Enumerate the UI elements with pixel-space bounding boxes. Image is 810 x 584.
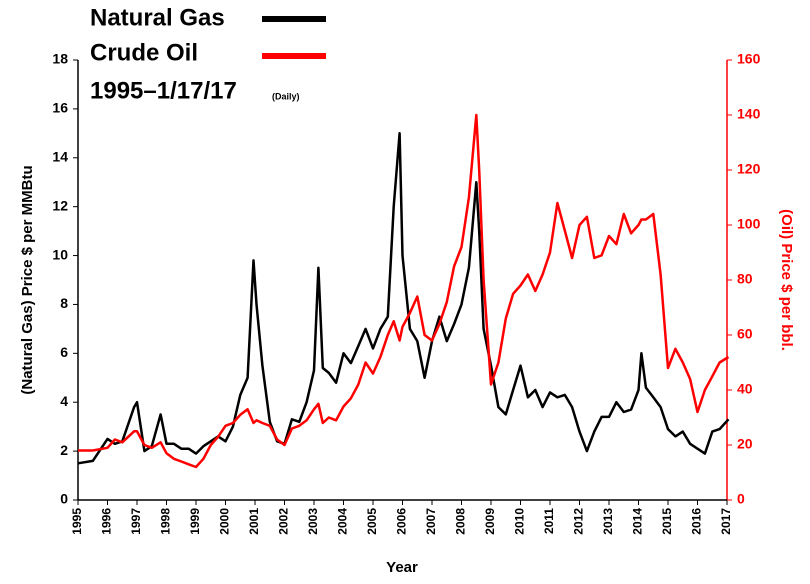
x-tick-label: 2008: [454, 508, 468, 535]
x-tick-label: 2017: [719, 508, 733, 535]
x-tick-label: 2004: [336, 508, 350, 535]
y-axis-label: (Natural Gas) Price $ per MMBtu: [19, 165, 36, 394]
y-tick-label: 16: [52, 100, 68, 116]
x-tick-label: 2016: [690, 508, 704, 535]
y2-tick-label: 0: [737, 491, 745, 507]
x-tick-label: 2000: [218, 508, 232, 535]
x-tick-label: 2006: [395, 508, 409, 535]
x-tick-label: 1996: [100, 508, 114, 535]
x-tick-label: 2011: [542, 508, 556, 534]
y2-tick-label: 120: [737, 161, 761, 177]
x-tick-label: 2015: [660, 508, 674, 535]
y2-tick-label: 140: [737, 106, 761, 122]
legend-label: Natural Gas: [90, 4, 225, 31]
line-series: [77, 132, 730, 465]
legend-label: Crude Oil: [90, 39, 198, 66]
y-tick-label: 2: [60, 442, 68, 458]
y2-tick-label: 40: [737, 381, 753, 397]
y-tick-label: 18: [52, 51, 68, 67]
x-tick-label: 2007: [424, 508, 438, 535]
y-tick-label: 8: [60, 295, 68, 311]
x-tick-label: 2001: [247, 508, 261, 535]
y-tick-label: 6: [60, 344, 68, 360]
y-tick-label: 12: [52, 197, 68, 213]
x-tick-label: 1995: [70, 508, 84, 535]
x-tick-label: 2012: [572, 508, 586, 535]
y2-tick-label: 60: [737, 326, 753, 342]
x-axis-label: Year: [386, 559, 418, 576]
y-tick-label: 0: [60, 491, 68, 507]
y-tick-label: 4: [60, 393, 68, 409]
x-tick-label: 2005: [365, 508, 379, 535]
x-tick-label: 1999: [188, 508, 202, 535]
y-tick-label: 10: [52, 246, 68, 262]
x-tick-label: 1997: [129, 508, 143, 535]
x-tick-label: 2014: [631, 508, 645, 535]
y2-tick-label: 160: [737, 51, 761, 67]
line-series: [78, 113, 730, 469]
x-tick-label: 2013: [601, 508, 615, 535]
subtitle: 1995–1/17/17: [90, 77, 237, 104]
subtitle-note: (Daily): [272, 91, 300, 101]
x-tick-label: 2009: [483, 508, 497, 535]
y-tick-label: 14: [52, 148, 68, 164]
y2-tick-label: 20: [737, 436, 753, 452]
y2-axis-label: (Oil) Price $ per bbl.: [778, 209, 795, 351]
x-tick-label: 2002: [277, 508, 291, 535]
y2-tick-label: 100: [737, 216, 761, 232]
x-tick-label: 2003: [306, 508, 320, 535]
x-tick-label: 2010: [513, 508, 527, 535]
y2-tick-label: 80: [737, 271, 753, 287]
x-tick-label: 1998: [159, 508, 173, 535]
